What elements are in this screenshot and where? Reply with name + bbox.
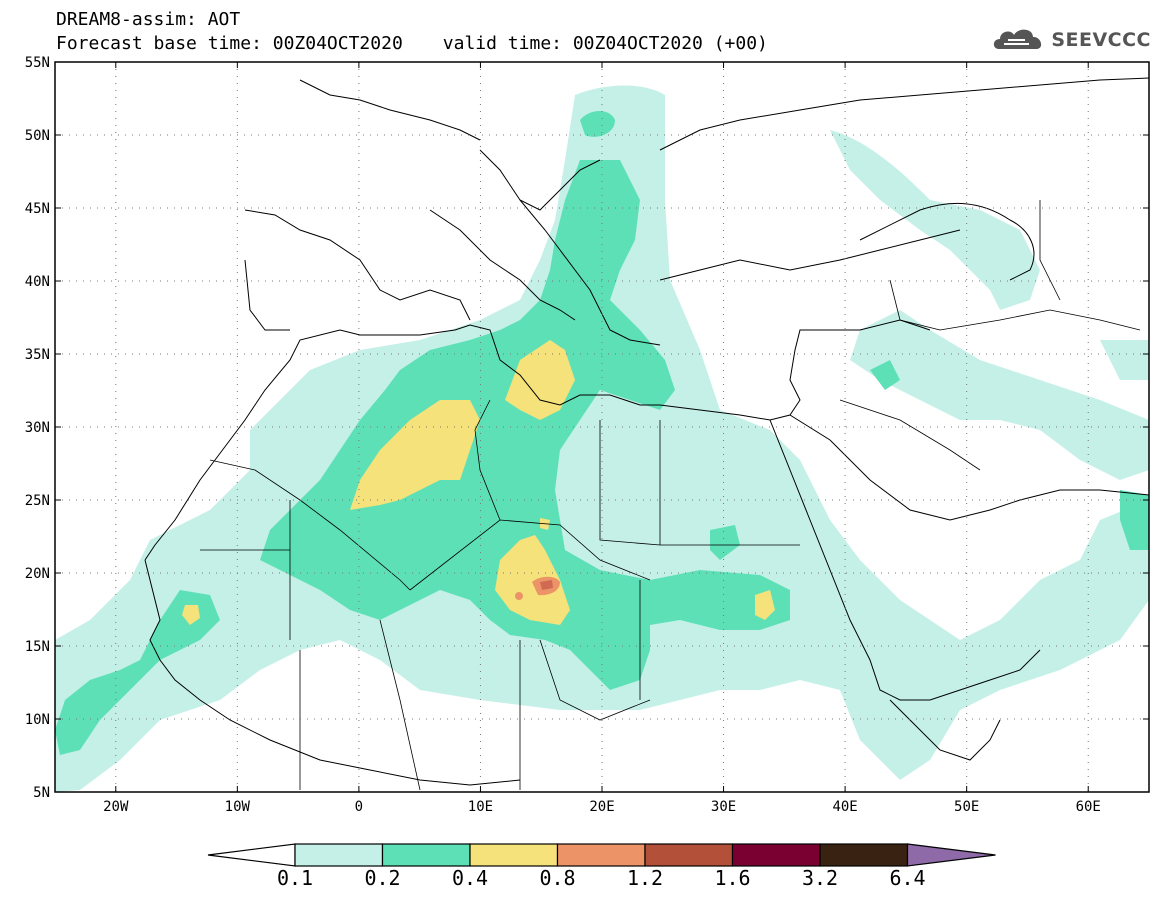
colorbar-label: 1.6 [714,866,750,890]
colorbar-under-arrow [207,843,296,867]
colorbar-label: 6.4 [889,866,925,890]
colorbar: 0.1 0.2 0.4 0.8 1.2 1.6 3.2 6.4 [207,843,996,890]
colorbar-over-arrow [906,843,996,867]
lat-tick-label: 20N [25,566,50,582]
colorbar-swatch [731,843,821,867]
time-info: Forecast base time: 00Z04OCT2020 valid ti… [56,34,768,54]
cloud-icon [994,29,1042,49]
lat-tick-label: 40N [25,274,50,290]
colorbar-swatch [469,843,559,867]
lon-tick-label: 10W [225,799,251,815]
aot-field [55,85,1149,792]
colorbar-label: 0.8 [539,866,575,890]
colorbar-label: 1.2 [627,866,663,890]
lat-tick-label: 45N [25,201,50,217]
valid-time: valid time: 00Z04OCT2020 (+00) [442,33,768,54]
colorbar-swatch [556,843,646,867]
logo-text: SEEVCCC [1051,29,1151,51]
lat-tick-label: 30N [25,420,50,436]
map-title: DREAM8-assim: AOT [56,9,241,30]
lon-tick-label: 20W [103,799,129,815]
lat-tick-label: 50N [25,128,50,144]
lat-tick-label: 5N [33,785,50,801]
lon-tick-label: 30E [711,799,736,815]
lat-tick-label: 35N [25,347,50,363]
colorbar-swatch [294,843,384,867]
axis-ticks: 20W 10W 0 10E 20E 30E 40E 50E 60E 5N 10N 15N 20N 25N 3… [25,55,1149,815]
graticule [55,62,1149,792]
lon-tick-label: 40E [832,799,857,815]
lon-tick-label: 10E [468,799,493,815]
lat-tick-label: 10N [25,712,50,728]
colorbar-label: 0.4 [452,866,488,890]
lon-tick-label: 0 [355,799,363,815]
forecast-base-time: Forecast base time: 00Z04OCT2020 [56,33,403,54]
lon-tick-label: 50E [954,799,979,815]
seevccc-logo: SEEVCCC [991,24,1151,56]
lon-tick-label: 20E [589,799,614,815]
lat-tick-label: 25N [25,493,50,509]
lon-tick-label: 60E [1076,799,1101,815]
colorbar-swatch [381,843,471,867]
colorbar-swatch [644,843,734,867]
country-borders [200,200,1141,791]
lat-tick-label: 55N [25,55,50,71]
colorbar-label: 0.2 [364,866,400,890]
lat-tick-label: 15N [25,639,50,655]
colorbar-label: 3.2 [802,866,838,890]
colorbar-label: 0.1 [277,866,313,890]
colorbar-swatch [819,843,909,867]
coastlines [144,77,1149,786]
